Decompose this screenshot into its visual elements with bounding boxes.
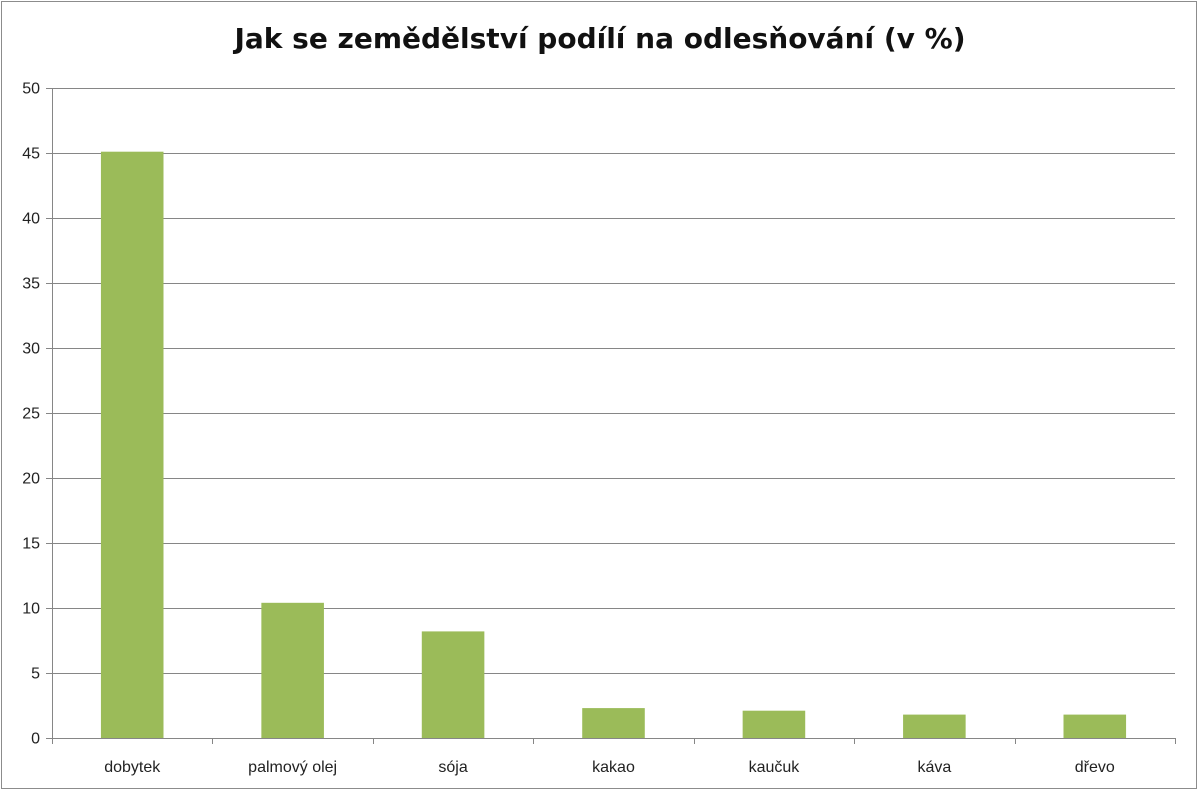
axes	[46, 88, 1176, 744]
bar-4	[742, 710, 806, 738]
x-category-label: dřevo	[1075, 759, 1115, 776]
y-tick-label: 30	[22, 341, 40, 358]
x-category-label: palmový olej	[248, 759, 337, 776]
bar-6	[1063, 714, 1127, 738]
y-tick-label: 5	[31, 666, 40, 683]
y-tick-label: 20	[22, 471, 40, 488]
bar-0	[100, 151, 164, 738]
bar-2	[421, 631, 485, 738]
chart-title: Jak se zemědělství podílí na odlesňování…	[234, 22, 966, 55]
x-category-label: kaučuk	[749, 759, 801, 776]
x-category-label: dobytek	[104, 759, 161, 776]
y-tick-labels: 0 5 10 15 20 25 30 35 40 45 50	[22, 81, 40, 748]
y-tick-label: 50	[22, 81, 40, 98]
y-tick-label: 10	[22, 601, 40, 618]
bar-3	[582, 708, 645, 738]
y-tick-label: 15	[22, 536, 40, 553]
bars	[100, 151, 1127, 738]
y-tick-label: 35	[22, 276, 40, 293]
x-category-labels: dobytek palmový olej sója kakao kaučuk káva dř…	[104, 759, 1115, 776]
x-category-label: kakao	[592, 759, 635, 776]
x-category-label: sója	[438, 759, 467, 776]
y-tick-label: 40	[22, 211, 40, 228]
y-tick-label: 0	[31, 731, 40, 748]
gridlines	[52, 88, 1175, 674]
bar-1	[261, 602, 324, 738]
y-tick-label: 25	[22, 406, 40, 423]
bar-5	[903, 714, 966, 738]
y-tick-label: 45	[22, 146, 40, 163]
x-category-label: káva	[917, 759, 951, 776]
